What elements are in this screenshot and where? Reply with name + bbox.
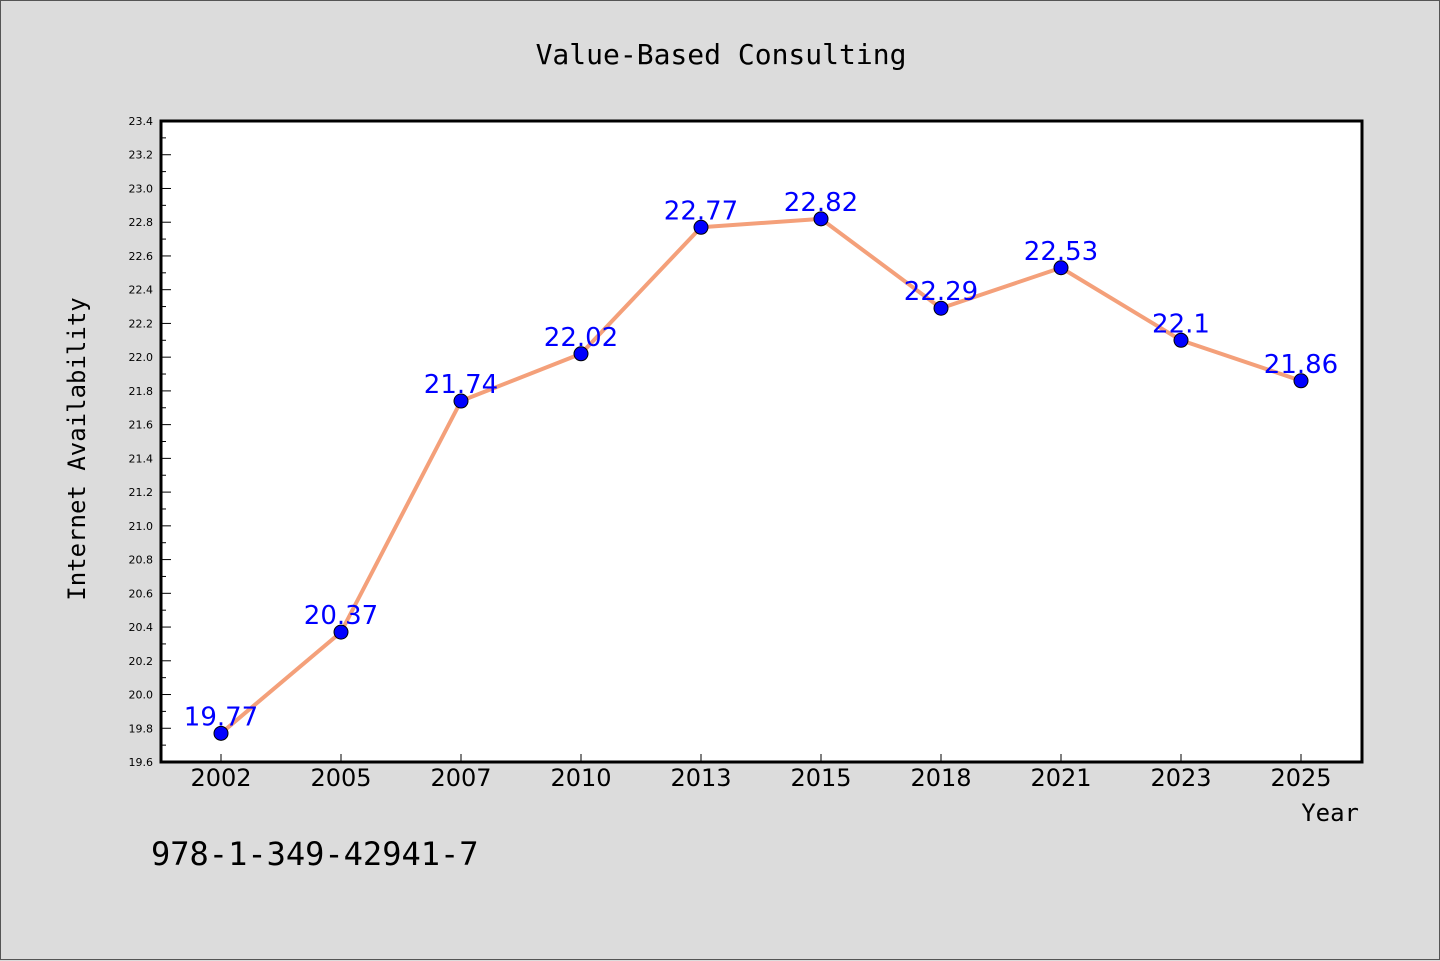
data-point bbox=[333, 624, 349, 640]
data-label: 22.1 bbox=[1152, 309, 1210, 339]
x-tick-label: 2013 bbox=[670, 764, 731, 792]
data-label: 19.77 bbox=[184, 702, 258, 732]
y-axis-label: Internet Availability bbox=[63, 297, 91, 600]
data-label: 21.74 bbox=[424, 370, 498, 400]
data-point bbox=[1293, 373, 1309, 389]
y-axis: 19.6 19.8 20.0 20.2 20.4 20.6 20.8 21.0 21.2 21.4… bbox=[129, 115, 171, 769]
plot-area bbox=[159, 119, 1364, 764]
x-axis-label: Year bbox=[1301, 799, 1359, 827]
y-tick-label: 21.8 bbox=[129, 385, 154, 398]
footnote-isbn: 978-1-349-42941-7 bbox=[151, 835, 479, 873]
y-tick-label: 22.0 bbox=[129, 351, 154, 364]
y-tick-label: 20.6 bbox=[129, 587, 154, 600]
x-tick-label: 2007 bbox=[430, 764, 491, 792]
data-point bbox=[813, 211, 829, 227]
y-tick-label: 19.8 bbox=[129, 722, 154, 735]
x-tick-label: 2002 bbox=[190, 764, 251, 792]
y-tick-label: 23.4 bbox=[129, 115, 154, 128]
data-point bbox=[693, 219, 709, 235]
data-point bbox=[1173, 332, 1189, 348]
x-tick-label: 2025 bbox=[1270, 764, 1331, 792]
y-tick-label: 20.8 bbox=[129, 554, 154, 567]
x-tick-label: 2023 bbox=[1150, 764, 1211, 792]
y-tick-label: 21.0 bbox=[129, 520, 154, 533]
data-label: 20.37 bbox=[304, 601, 378, 631]
x-tick-label: 2005 bbox=[310, 764, 371, 792]
y-tick-label: 22.4 bbox=[129, 284, 154, 297]
y-tick-label: 23.2 bbox=[129, 149, 154, 162]
y-tick-label: 23.0 bbox=[129, 182, 154, 195]
chart-title: Value-Based Consulting bbox=[536, 38, 907, 71]
y-tick-label: 22.6 bbox=[129, 250, 154, 263]
data-label: 22.02 bbox=[544, 323, 618, 353]
data-label: 22.53 bbox=[1024, 237, 1098, 267]
y-tick-label: 19.6 bbox=[129, 756, 154, 769]
y-tick-label: 22.8 bbox=[129, 216, 154, 229]
x-tick-label: 2015 bbox=[790, 764, 851, 792]
x-tick-label: 2021 bbox=[1030, 764, 1091, 792]
data-label: 22.82 bbox=[784, 188, 858, 218]
data-point bbox=[933, 300, 949, 316]
y-tick-label: 21.4 bbox=[129, 452, 154, 465]
y-tick-label: 20.0 bbox=[129, 689, 154, 702]
data-point bbox=[453, 393, 469, 409]
y-tick-label: 22.2 bbox=[129, 317, 154, 330]
y-tick-label: 21.6 bbox=[129, 419, 154, 432]
series-line bbox=[219, 216, 1302, 735]
x-tick-label: 2018 bbox=[910, 764, 971, 792]
y-tick-label: 20.2 bbox=[129, 655, 154, 668]
data-point bbox=[1053, 260, 1069, 276]
data-label: 21.86 bbox=[1264, 350, 1338, 380]
data-label: 22.29 bbox=[904, 277, 978, 307]
data-label: 22.77 bbox=[664, 196, 738, 226]
x-axis: 2002 2005 2007 2010 2013 2015 2018 2021 2023 2025 bbox=[190, 754, 1332, 792]
y-tick-label: 21.2 bbox=[129, 486, 154, 499]
data-point bbox=[573, 346, 589, 362]
data-labels: 19.77 20.37 21.74 22.02 22.77 22.82 22.29 22.53… bbox=[184, 188, 1338, 732]
y-tick-label: 20.4 bbox=[129, 621, 154, 634]
data-point bbox=[213, 725, 229, 741]
x-tick-label: 2010 bbox=[550, 764, 611, 792]
data-markers bbox=[213, 211, 1309, 741]
